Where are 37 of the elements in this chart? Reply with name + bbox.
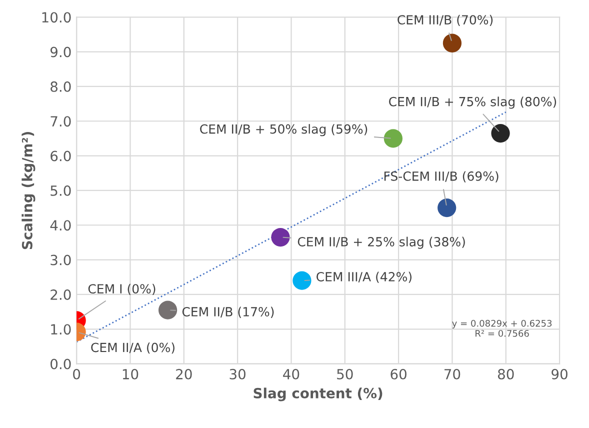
y-tick-label: 5.0 [50,185,71,196]
annotation: CEM II/B + 25% slag (38%) [298,236,465,249]
annotation: CEM II/A (0%) [91,342,174,354]
y-tick-label: 8.0 [50,81,71,92]
annotation: CEM I (0%) [88,284,156,296]
y-tick-label: 9.0 [50,46,71,58]
annotation: FS-CEM III/B (69%) [384,171,498,182]
annotation: CEM III/B (70%) [398,14,493,26]
annotation: CEM II/B + 50% slag (59%) [200,124,368,136]
x-tick-label: 20 [176,368,192,380]
y-tick-label: 7.0 [50,116,71,127]
annotation: y = 0.0829x + 0.6253 R² = 0.7566 [452,320,552,337]
y-tick-label: 10.0 [42,12,71,23]
point [438,198,456,218]
annotation: CEM II/B (17%) [182,306,274,318]
x-tick-label: 40 [283,368,300,380]
x-tick-label: 10 [122,368,138,380]
x-tick-label: 90 [552,368,568,380]
x-tick-label: 80 [498,368,514,380]
y-tick-label: 1.0 [51,324,71,335]
point [442,34,462,52]
y-tick-label: 0.0 [50,358,71,370]
y-axis-title: Scaling (kg/m²) [22,132,36,250]
y-tick-label: 2.0 [50,289,71,300]
y-tick-label: 3.0 [50,254,71,266]
x-tick-label: 30 [230,368,246,380]
x-tick-label: 70 [444,368,460,380]
y-tick-label: 4.0 [50,220,71,231]
x-tick-label: 60 [390,368,406,380]
x-axis-title: Slag content (%) [254,388,382,402]
x-tick-label: 50 [337,368,353,380]
annotation: CEM III/A (42%) [316,272,412,283]
annotation: CEM II/B + 75% slag (80%) [389,96,556,109]
point [384,129,403,148]
point [491,124,510,143]
y-tick-label: 6.0 [50,150,71,162]
x-tick-label: 0 [73,368,80,380]
